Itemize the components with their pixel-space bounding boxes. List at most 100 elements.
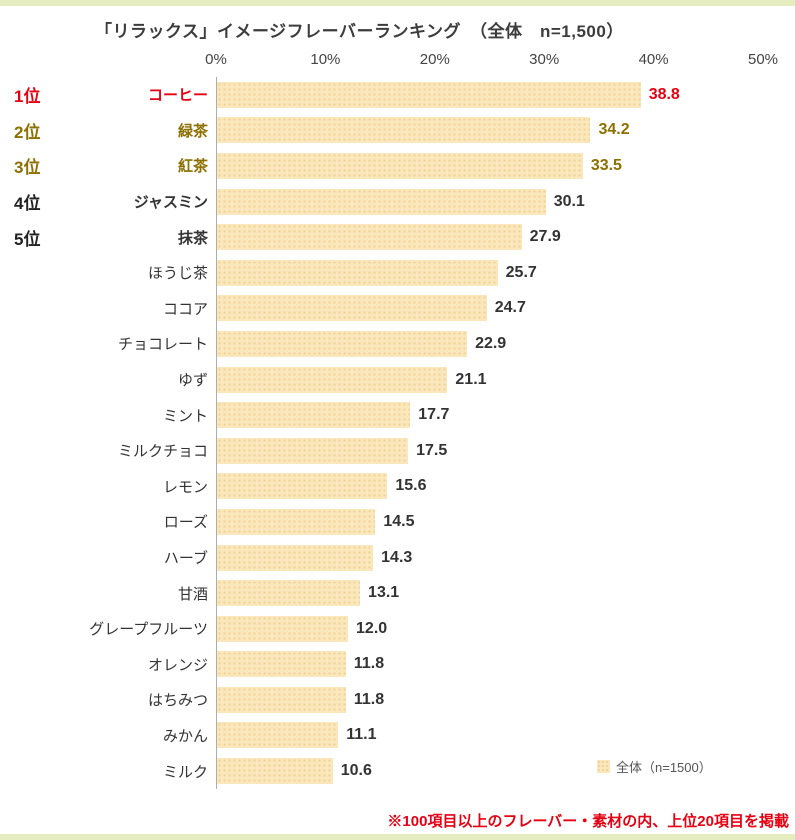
category-label: チョコレート [117, 336, 208, 354]
chart-row: チョコレート 22.9 [12, 326, 763, 362]
chart-row: ミルク 10.6 [12, 753, 763, 789]
bar-track: 11.8 [216, 682, 763, 718]
chart-row: 2位 緑茶 34.2 [12, 112, 763, 149]
category-label: 紅茶 [177, 158, 208, 176]
value-label: 14.3 [381, 548, 413, 566]
rank-label: 2位 [14, 122, 41, 142]
chart-row: はちみつ 11.8 [12, 682, 763, 718]
chart-row: 4位 ジャスミン 30.1 [12, 183, 763, 220]
bar [217, 224, 522, 251]
value-label: 25.7 [505, 263, 537, 281]
bar [217, 259, 498, 286]
top-band [0, 0, 795, 6]
x-axis: 0% 10% 20% 30% 40% 50% [205, 47, 778, 77]
legend: 全体（n=1500） [597, 757, 712, 776]
chart-row: ココア 24.7 [12, 290, 763, 327]
bar [217, 722, 339, 749]
bar [217, 615, 349, 642]
category-label: 緑茶 [177, 122, 208, 140]
bar-track: 27.9 [216, 219, 763, 255]
value-label: 27.9 [529, 228, 561, 246]
bar [217, 758, 333, 785]
value-label: 15.6 [395, 477, 427, 495]
bar [217, 508, 376, 535]
bar-track: 11.8 [216, 646, 763, 683]
page-title: 「リラックス」イメージフレーバーランキング （全体 n=1,500） [95, 22, 624, 41]
bar [217, 81, 641, 108]
bar-track: 15.6 [216, 468, 763, 505]
bar-track: 34.2 [216, 112, 763, 149]
value-label: 21.1 [455, 370, 487, 388]
x-tick: 30% [529, 51, 560, 68]
value-label: 10.6 [340, 762, 372, 780]
bar [217, 295, 487, 322]
chart-row: レモン 15.6 [12, 468, 763, 505]
bar-track: 30.1 [216, 183, 763, 220]
legend-label: 全体（n=1500） [616, 760, 712, 775]
value-label: 14.5 [383, 512, 415, 530]
bar [217, 402, 411, 429]
bar-chart: 0% 10% 20% 30% 40% 50% 1位 コーヒー 38.8 2位 緑茶 34.2 3位 紅茶… [0, 47, 795, 789]
chart-row: ミント 17.7 [12, 397, 763, 433]
value-label: 24.7 [494, 299, 526, 317]
category-label: ミント [162, 407, 208, 425]
x-tick: 50% [747, 51, 779, 68]
chart-row: ローズ 14.5 [12, 504, 763, 540]
category-label: レモン [162, 478, 208, 496]
bar [217, 117, 591, 144]
bar-track: 11.1 [216, 717, 763, 754]
category-label: みかん [162, 727, 208, 745]
category-label: コーヒー [147, 87, 208, 105]
bar-track: 10.6 [216, 753, 763, 789]
chart-row: ミルクチョコ 17.5 [12, 432, 763, 469]
chart-row: ゆず 21.1 [12, 361, 763, 398]
bar [217, 152, 583, 179]
rank-label: 1位 [14, 87, 41, 107]
chart-row: オレンジ 11.8 [12, 646, 763, 683]
category-label: 抹茶 [177, 229, 208, 247]
category-label: ゆず [177, 372, 208, 390]
category-label: ハーブ [163, 550, 208, 568]
category-label: ジャスミン [133, 194, 208, 212]
bar [217, 330, 468, 357]
value-label: 30.1 [553, 192, 585, 210]
bar [217, 651, 346, 678]
chart-row: 3位 紅茶 33.5 [12, 148, 763, 184]
bar-track: 25.7 [216, 254, 763, 291]
value-label: 13.1 [368, 584, 400, 602]
bar-track: 17.5 [216, 432, 763, 469]
legend-swatch-icon [597, 760, 610, 773]
bar-track: 14.3 [216, 539, 763, 576]
chart-row: 5位 抹茶 27.9 [12, 219, 763, 255]
category-label: ほうじ茶 [147, 265, 208, 283]
footnote: ※100項目以上のフレーバー・素材の内、上位20項目を掲載 [387, 813, 789, 830]
bar-track: 14.5 [216, 504, 763, 540]
value-label: 11.8 [353, 690, 385, 708]
value-label: 11.1 [346, 726, 377, 744]
x-tick: 20% [419, 51, 450, 68]
chart-row: ハーブ 14.3 [12, 539, 763, 576]
rank-label: 4位 [14, 194, 41, 214]
category-label: ミルクチョコ [117, 443, 208, 461]
category-label: ココア [162, 300, 208, 318]
bar [217, 366, 448, 393]
rank-label: 3位 [14, 158, 41, 178]
bar [217, 188, 546, 215]
chart-row: 甘酒 13.1 [12, 575, 763, 611]
bottom-band [0, 834, 795, 840]
category-label: ミルク [162, 763, 208, 781]
value-label: 17.7 [418, 406, 450, 424]
bar-track: 33.5 [216, 148, 763, 184]
bar-track: 13.1 [216, 575, 763, 611]
bar [217, 580, 361, 607]
value-label: 17.5 [416, 441, 448, 459]
chart-rows: 1位 コーヒー 38.8 2位 緑茶 34.2 3位 紅茶 33.5 4位 ジャスミン 30.1 5位 抹… [12, 77, 763, 789]
chart-row: 1位 コーヒー 38.8 [12, 77, 763, 113]
chart-row: グレープフルーツ 12.0 [12, 610, 763, 647]
chart-row: ほうじ茶 25.7 [12, 254, 763, 291]
value-label: 38.8 [648, 85, 680, 103]
bar [217, 686, 346, 713]
x-tick: 40% [638, 51, 669, 68]
bar [217, 473, 388, 500]
